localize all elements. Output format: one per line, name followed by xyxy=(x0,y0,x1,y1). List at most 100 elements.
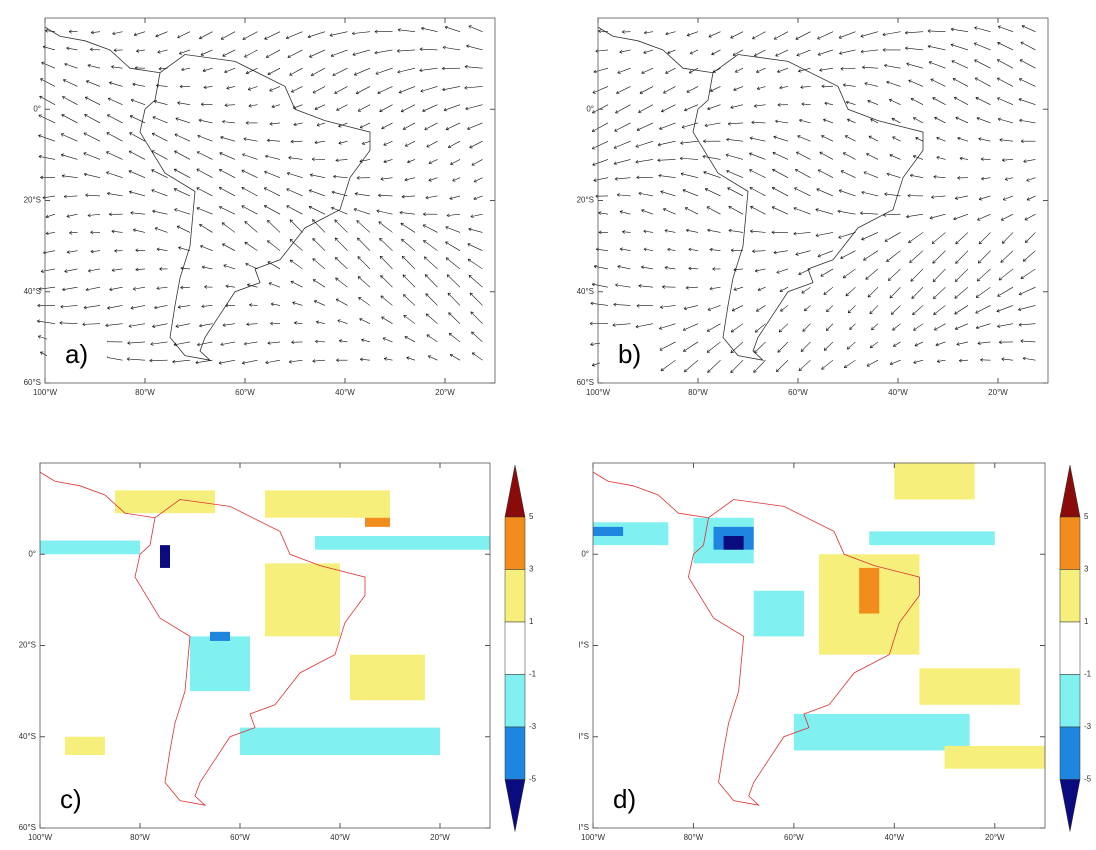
arrow-head xyxy=(667,247,671,252)
wind-arrow xyxy=(128,170,146,178)
arrow-head xyxy=(974,77,979,81)
arrow-head xyxy=(312,238,316,242)
arrow-head xyxy=(953,216,957,221)
arrow-head xyxy=(63,79,67,83)
arrow-head xyxy=(908,239,912,243)
wind-arrow xyxy=(868,135,879,142)
arrow-head xyxy=(860,49,864,54)
arrow-head xyxy=(954,278,959,282)
wind-arrow xyxy=(840,170,856,178)
arrow-head xyxy=(114,249,118,253)
arrow-head xyxy=(997,117,1002,122)
arrow-head xyxy=(709,88,714,92)
arrow-head xyxy=(378,221,382,225)
wind-arrow xyxy=(290,281,303,288)
wind-arrow xyxy=(882,31,901,36)
lon-label: 100°W xyxy=(581,833,606,842)
wind-arrow xyxy=(956,341,969,345)
wind-arrow xyxy=(107,114,123,124)
arrow-head xyxy=(752,36,756,40)
wind-arrow xyxy=(464,86,483,89)
arrow-head xyxy=(635,160,639,164)
wind-arrow xyxy=(376,210,393,215)
wind-arrow xyxy=(775,49,789,57)
wind-arrow xyxy=(617,194,631,197)
arrow-head xyxy=(242,36,246,40)
wind-arrow xyxy=(383,159,393,163)
wind-arrow xyxy=(374,49,393,54)
lat-label: 20°S xyxy=(24,196,41,205)
wind-arrow xyxy=(37,320,56,324)
arrow-head xyxy=(658,173,662,178)
arrow-head xyxy=(975,310,979,314)
wind-arrow xyxy=(424,256,438,270)
arrow-head xyxy=(804,307,808,312)
arrow-head xyxy=(794,187,798,191)
wind-arrow xyxy=(222,49,236,57)
arrow-head xyxy=(177,101,181,105)
arrow-head xyxy=(882,32,886,37)
arrow-head xyxy=(753,369,757,373)
wind-arrow xyxy=(424,122,438,131)
arrow-head xyxy=(309,173,314,177)
wind-arrow xyxy=(866,153,879,160)
lat-label: 40°S xyxy=(577,287,594,296)
wind-arrow xyxy=(61,133,78,142)
wind-arrow xyxy=(379,255,393,270)
arrow-head xyxy=(294,321,298,325)
arrow-head xyxy=(976,116,980,121)
wind-arrow xyxy=(87,64,101,69)
arrow-head xyxy=(156,247,160,252)
wind-arrow xyxy=(242,359,258,364)
wind-arrow xyxy=(38,286,56,290)
arrow-head xyxy=(419,47,423,52)
arrow-head xyxy=(936,136,940,141)
wind-arrow xyxy=(975,286,991,298)
wind-arrow xyxy=(286,188,303,197)
arrow-head xyxy=(179,51,183,55)
wind-arrow xyxy=(954,305,969,315)
wind-arrow xyxy=(221,222,236,233)
wind-arrow xyxy=(339,340,348,343)
arrow-head xyxy=(889,154,893,158)
wind-arrow xyxy=(936,137,946,142)
arrow-head xyxy=(613,302,617,307)
wind-arrow xyxy=(38,156,56,160)
arrow-head xyxy=(616,193,620,197)
arrow-head xyxy=(113,48,117,53)
arrow-head xyxy=(359,159,363,163)
arrow-head xyxy=(218,186,223,191)
arrow-head xyxy=(307,34,311,39)
arrow-head xyxy=(401,255,406,260)
wind-arrow xyxy=(957,137,969,142)
arrow-head xyxy=(267,341,271,345)
arrow-head xyxy=(400,222,404,227)
wind-arrow xyxy=(219,206,236,215)
arrow-head xyxy=(824,101,828,106)
wind-arrow xyxy=(733,268,744,271)
arrow-head xyxy=(111,229,115,234)
wind-arrow xyxy=(754,323,766,333)
arrow-head xyxy=(468,275,472,279)
wind-arrow xyxy=(270,303,281,306)
wind-arrow xyxy=(154,305,168,309)
wind-arrow xyxy=(198,119,213,124)
arrow-head xyxy=(838,35,843,39)
wind-arrow xyxy=(226,86,236,89)
wind-arrow xyxy=(612,323,631,326)
arrow-head xyxy=(954,326,959,330)
wind-arrow xyxy=(407,159,416,163)
arrow-head xyxy=(776,270,780,274)
wind-arrow xyxy=(264,171,281,178)
arrow-head xyxy=(66,46,70,51)
arrow-head xyxy=(82,322,86,327)
arrow-head xyxy=(750,205,754,210)
arrow-head xyxy=(132,287,137,291)
wind-arrow xyxy=(353,208,371,215)
wind-arrow xyxy=(706,206,721,215)
wind-arrow xyxy=(974,77,991,87)
arrow-head xyxy=(779,288,783,293)
arrow-head xyxy=(641,265,645,269)
wind-arrow xyxy=(1019,119,1036,124)
